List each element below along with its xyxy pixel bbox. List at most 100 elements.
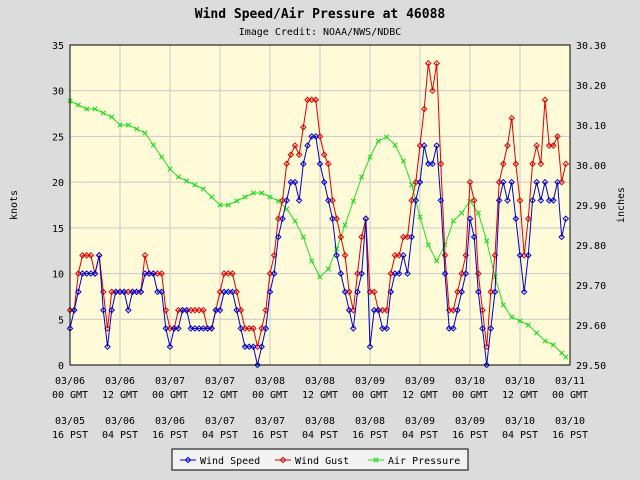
legend-item-wind-speed: Wind Speed (180, 456, 260, 467)
wind-speed-point (150, 270, 157, 277)
wind-gust-point (516, 197, 524, 204)
wind-speed-point (516, 251, 524, 259)
wind-speed-point (433, 142, 440, 149)
air-pressure-point (159, 154, 165, 160)
wind-speed-point (283, 197, 290, 204)
wind-gust-point (420, 105, 428, 113)
air-pressure-point (517, 318, 523, 324)
wind-speed-point (533, 178, 540, 186)
air-pressure-point (142, 130, 148, 136)
air-pressure-point (109, 114, 115, 120)
wind-speed-point (366, 343, 374, 351)
x-tick-label-group: 03/06 12 GMT 03/06 04 PST (102, 376, 138, 441)
wind-speed-point (295, 197, 303, 204)
wind-speed-point (437, 197, 445, 204)
air-pressure-point (292, 218, 298, 224)
x-tick-pst-date: 03/09 (405, 416, 435, 427)
wind-speed-point (554, 178, 561, 186)
wind-speed-point (279, 215, 286, 223)
wind-speed-point (270, 270, 278, 277)
x-tick-label-group: 03/08 12 GMT 03/08 04 PST (302, 376, 338, 441)
wind-gust-point (433, 59, 440, 67)
x-tick-gmt-date: 03/06 (55, 376, 85, 387)
air-pressure-series (67, 98, 569, 360)
wind-speed-point (562, 215, 570, 223)
air-pressure-point (259, 190, 265, 196)
wind-speed-point (395, 270, 403, 277)
wind-speed-point (341, 288, 349, 296)
wind-speed-point (304, 142, 311, 149)
x-tick-pst-time: 04 PST (202, 430, 238, 441)
wind-speed-point (458, 288, 465, 296)
wind-speed-point (508, 178, 515, 186)
wind-speed-point (350, 325, 357, 332)
wind-speed-line (69, 135, 567, 366)
wind-speed-point (312, 133, 320, 140)
air-pressure-point (250, 190, 256, 196)
legend-label: Wind Speed (200, 456, 260, 467)
x-tick-pst-date: 03/07 (205, 416, 235, 427)
air-pressure-point (459, 210, 465, 216)
wind-speed-point (387, 288, 395, 296)
right-tick-label: 29.50 (576, 361, 606, 372)
wind-speed-point (383, 325, 390, 332)
wind-gust-point (250, 325, 257, 332)
left-tick-label: 5 (58, 315, 64, 326)
legend-item-air-pressure: Air Pressure (368, 456, 460, 467)
wind-gust-point (525, 215, 532, 223)
wind-speed-point (470, 233, 478, 241)
wind-speed-point (120, 288, 128, 296)
x-tick-pst-time: 16 PST (352, 430, 388, 441)
x-tick-pst-date: 03/06 (105, 416, 135, 427)
x-tick-gmt-time: 00 GMT (352, 390, 388, 401)
air-pressure-point (209, 194, 215, 200)
air-pressure-point (100, 110, 106, 116)
wind-gust-point (312, 96, 320, 104)
air-pressure-point (325, 266, 331, 272)
x-tick-pst-time: 04 PST (402, 430, 438, 441)
x-tick-pst-date: 03/07 (255, 416, 285, 427)
wind-speed-point (75, 288, 82, 296)
wind-gust-point (87, 251, 95, 259)
x-tick-gmt-time: 00 GMT (452, 390, 488, 401)
air-pressure-point (500, 302, 506, 308)
air-pressure-point (367, 154, 373, 160)
air-pressure-point (375, 138, 381, 144)
wind-speed-point (250, 343, 257, 351)
right-tick-label: 30.30 (576, 41, 606, 52)
air-pressure-point (392, 142, 398, 148)
air-pressure-point (234, 198, 240, 204)
x-tick-gmt-date: 03/09 (355, 376, 385, 387)
air-pressure-point (75, 102, 81, 108)
wind-speed-point (412, 197, 420, 204)
air-pressure-point (425, 242, 431, 248)
air-pressure-point (409, 182, 415, 188)
wind-gust-point (500, 160, 507, 168)
wind-speed-point (291, 178, 299, 186)
wind-gust-point (529, 160, 536, 168)
left-tick-label: 20 (52, 178, 64, 189)
wind-speed-point (375, 306, 382, 314)
x-tick-label-group: 03/09 00 GMT 03/08 16 PST (352, 376, 388, 441)
x-tick-pst-date: 03/06 (155, 416, 185, 427)
wind-speed-point (333, 251, 340, 259)
right-axis-label: inches (616, 187, 627, 223)
right-tick-label: 30.00 (576, 161, 606, 172)
x-tick-pst-date: 03/08 (305, 416, 335, 427)
wind-speed-point (420, 142, 428, 149)
wind-gust-point (508, 114, 515, 122)
wind-gust-point (287, 151, 295, 159)
air-pressure-point (275, 198, 281, 204)
wind-gust-point (370, 288, 378, 296)
air-pressure-point (225, 202, 231, 208)
wind-gust-point (533, 142, 540, 149)
right-tick-label: 29.60 (576, 321, 606, 332)
air-pressure-point (184, 178, 190, 184)
wind-speed-point (483, 361, 490, 369)
wind-gust-point (200, 306, 207, 314)
air-pressure-point (309, 258, 315, 264)
wind-speed-point (400, 251, 407, 259)
right-tick-label: 29.80 (576, 241, 606, 252)
wind-speed-point (520, 288, 528, 296)
air-pressure-point (342, 222, 348, 228)
